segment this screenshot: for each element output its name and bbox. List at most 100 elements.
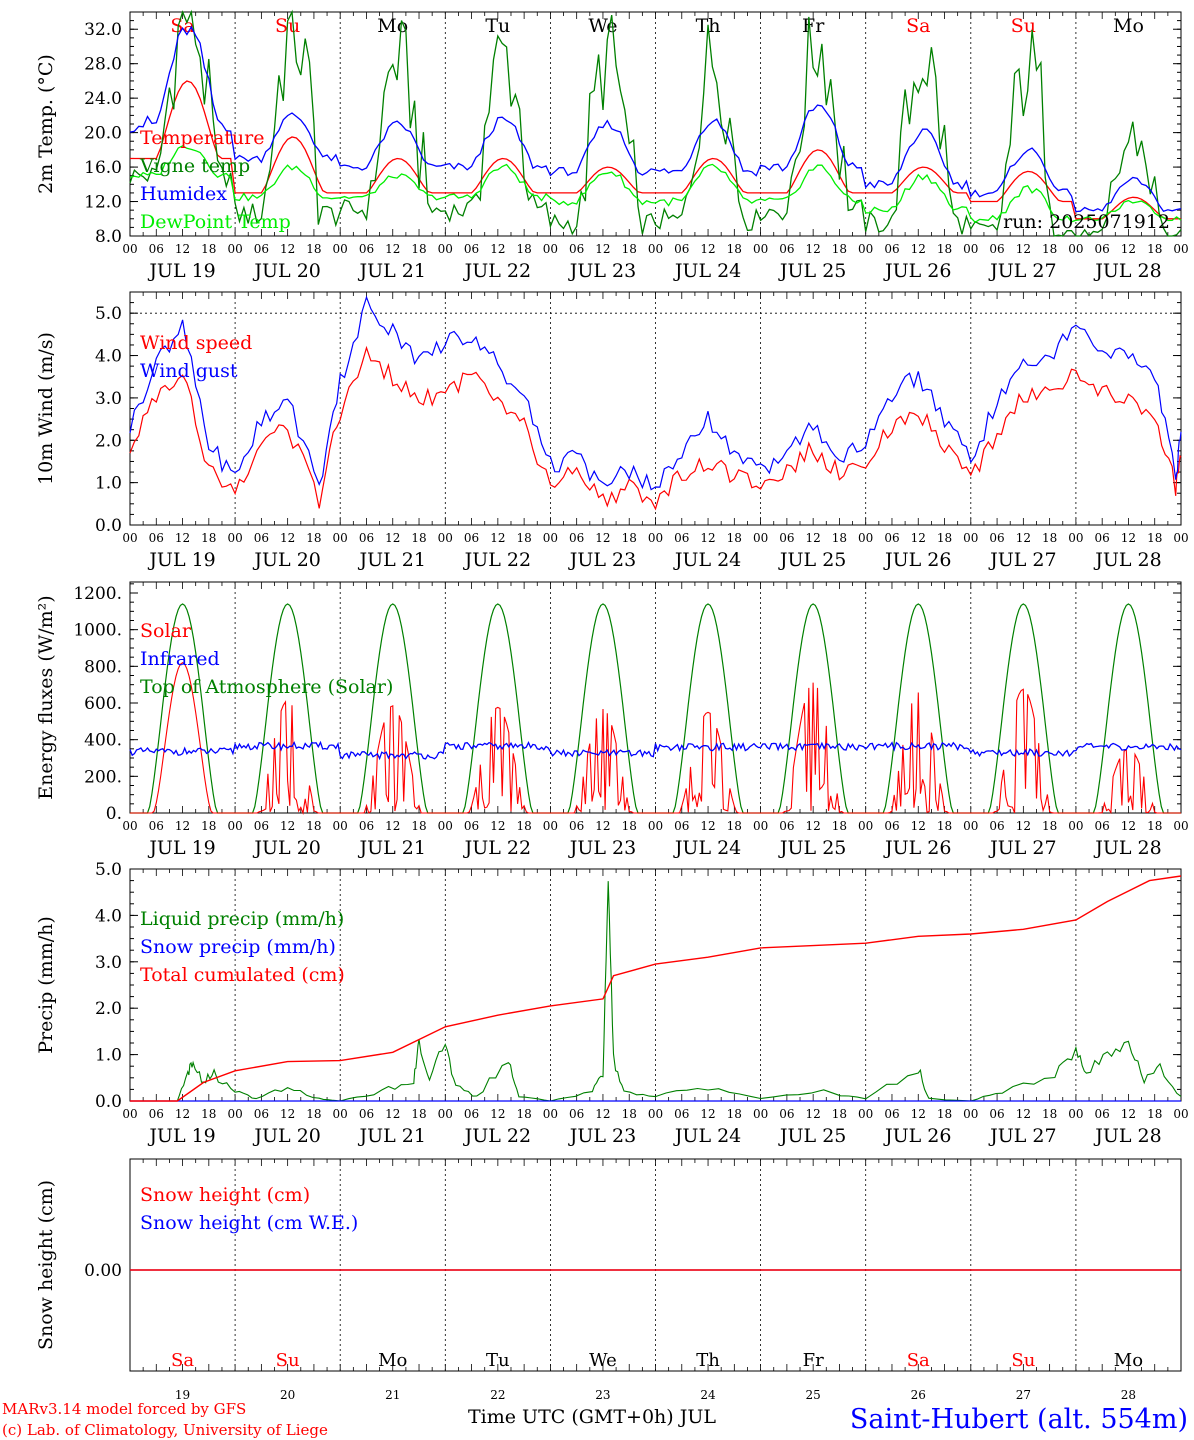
hour-tick-label: 18 (937, 531, 952, 545)
bottom-day-number: 23 (595, 1388, 610, 1402)
y-axis-label: Precip (mm/h) (35, 916, 57, 1054)
hour-tick-label: 06 (464, 531, 479, 545)
legend-entry: Wind gust (140, 360, 238, 382)
hour-tick-label: 18 (622, 531, 637, 545)
hour-tick-label: 18 (937, 1107, 952, 1121)
hour-tick-label: 18 (516, 1107, 531, 1121)
hour-tick-label: 18 (727, 242, 742, 256)
hour-tick-label: 00 (227, 531, 242, 545)
hour-tick-label: 18 (516, 819, 531, 833)
hour-tick-label: 12 (911, 819, 926, 833)
legend-entry: Snow precip (mm/h) (140, 936, 336, 958)
y-tick-label: 1.0 (95, 474, 122, 494)
y-tick-label: 0.00 (84, 1261, 122, 1281)
hour-tick-label: 12 (1121, 819, 1136, 833)
hour-tick-label: 00 (438, 531, 453, 545)
hour-tick-label: 06 (254, 819, 269, 833)
hour-tick-label: 00 (122, 531, 137, 545)
y-tick-label: 0.0 (95, 516, 122, 536)
legend-entry: Liquid precip (mm/h) (140, 908, 344, 930)
legend-entry: Temperature (140, 127, 264, 149)
hour-tick-label: 00 (1173, 1107, 1188, 1121)
hour-tick-label: 06 (884, 819, 899, 833)
date-label: JUL 21 (358, 549, 426, 571)
hour-tick-label: 06 (359, 819, 374, 833)
legend-entry: Snow height (cm) (140, 1184, 310, 1206)
hour-tick-label: 12 (700, 1107, 715, 1121)
hour-tick-label: 18 (201, 531, 216, 545)
hour-tick-label: 00 (1068, 531, 1083, 545)
date-label: JUL 26 (883, 1125, 951, 1147)
panel-5 (129, 1158, 1182, 1372)
hour-tick-label: 18 (306, 1107, 321, 1121)
y-tick-label: 4.0 (95, 906, 122, 926)
hour-tick-label: 18 (411, 819, 426, 833)
hour-tick-label: 18 (727, 819, 742, 833)
hour-tick-label: 00 (333, 242, 348, 256)
hour-tick-label: 00 (753, 531, 768, 545)
hour-tick-label: 00 (858, 819, 873, 833)
hour-tick-label: 00 (753, 242, 768, 256)
hour-tick-label: 00 (543, 531, 558, 545)
y-tick-label: 2.0 (95, 999, 122, 1019)
weekday-label: Th (696, 1350, 720, 1371)
hour-tick-label: 06 (674, 819, 689, 833)
hour-tick-label: 12 (595, 242, 610, 256)
hour-tick-label: 06 (884, 242, 899, 256)
legend-entry: DewPoint Temp (140, 211, 291, 233)
date-label: JUL 23 (568, 260, 636, 282)
y-tick-label: 20.0 (84, 124, 122, 144)
hour-tick-label: 12 (175, 819, 190, 833)
hour-tick-label: 00 (122, 1107, 137, 1121)
hour-tick-label: 06 (359, 242, 374, 256)
series-dewpoint-temp (129, 145, 1182, 224)
legend-entry: Solar (140, 620, 192, 642)
station-label: Saint-Hubert (alt. 554m) (850, 1404, 1188, 1435)
hour-tick-label: 00 (648, 1107, 663, 1121)
hour-tick-label: 06 (1095, 819, 1110, 833)
hour-tick-label: 12 (1121, 242, 1136, 256)
y-axis-label: Snow height (cm) (35, 1180, 57, 1350)
hour-tick-label: 00 (963, 819, 978, 833)
hour-tick-label: 12 (490, 1107, 505, 1121)
hour-tick-label: 18 (201, 819, 216, 833)
y-tick-label: 1.0 (95, 1046, 122, 1066)
hour-tick-label: 06 (989, 531, 1004, 545)
hour-tick-label: 06 (254, 242, 269, 256)
hour-tick-label: 06 (149, 1107, 164, 1121)
hour-tick-label: 06 (989, 1107, 1004, 1121)
hour-tick-label: 00 (333, 1107, 348, 1121)
weekday-label: Mo (1113, 15, 1144, 37)
hour-tick-label: 18 (937, 819, 952, 833)
hour-tick-label: 06 (254, 1107, 269, 1121)
date-label: JUL 23 (568, 837, 636, 859)
date-label: JUL 26 (883, 260, 951, 282)
hour-tick-label: 12 (1016, 819, 1031, 833)
panel-2 (129, 291, 1182, 526)
date-label: JUL 27 (988, 549, 1056, 571)
hour-tick-label: 06 (674, 531, 689, 545)
hour-tick-label: 00 (333, 819, 348, 833)
hour-tick-label: 18 (727, 531, 742, 545)
hour-tick-label: 12 (385, 1107, 400, 1121)
hour-tick-label: 06 (359, 1107, 374, 1121)
hour-tick-label: 12 (490, 242, 505, 256)
series-vigne-temp (129, 9, 1182, 238)
hour-tick-label: 18 (832, 531, 847, 545)
hour-tick-label: 12 (911, 531, 926, 545)
hour-tick-label: 12 (1121, 531, 1136, 545)
date-label: JUL 27 (988, 837, 1056, 859)
date-label: JUL 22 (463, 1125, 531, 1147)
hour-tick-label: 00 (1068, 819, 1083, 833)
y-tick-label: 1200. (73, 584, 122, 604)
hour-tick-label: 12 (911, 1107, 926, 1121)
hour-tick-label: 00 (438, 1107, 453, 1121)
hour-tick-label: 18 (1042, 819, 1057, 833)
date-label: JUL 25 (778, 549, 846, 571)
date-label: JUL 21 (358, 1125, 426, 1147)
hour-tick-label: 12 (280, 819, 295, 833)
y-axis-label: 10m Wind (m/s) (35, 332, 57, 485)
hour-tick-label: 00 (963, 531, 978, 545)
date-label: JUL 19 (147, 837, 215, 859)
